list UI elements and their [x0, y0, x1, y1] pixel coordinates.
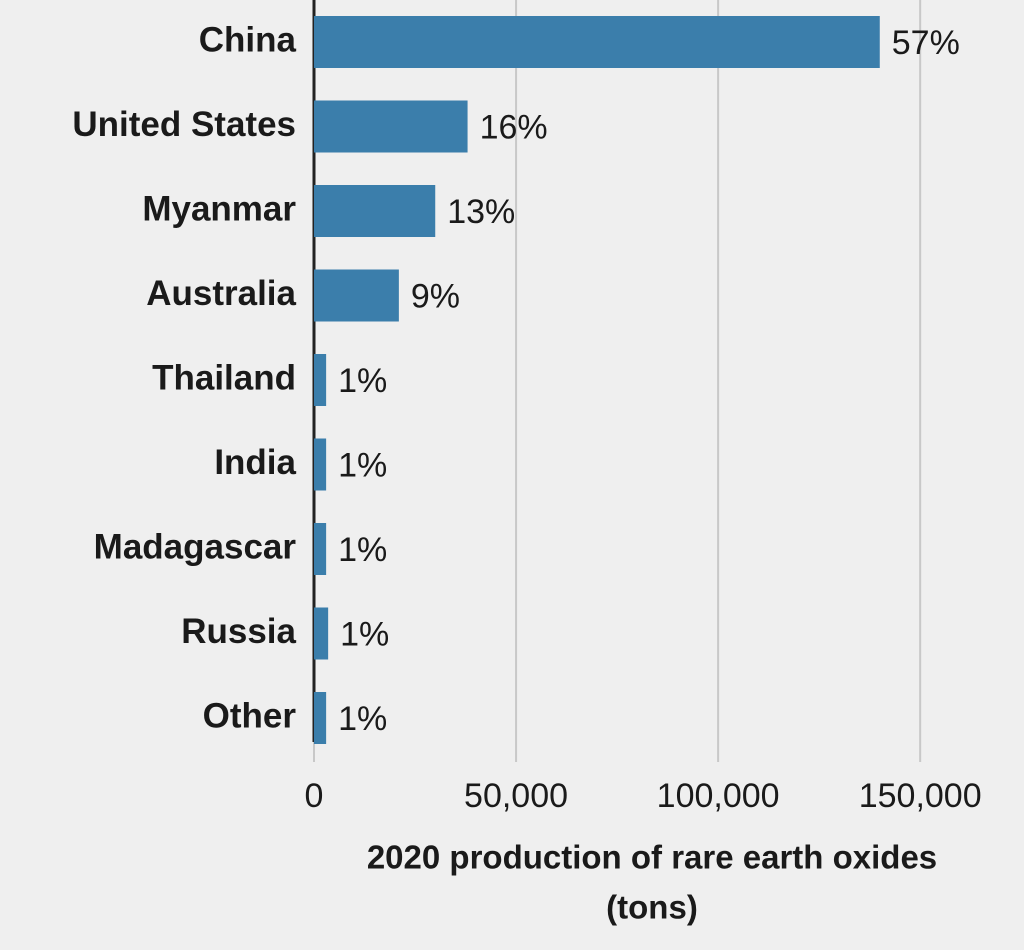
data-label: 1%	[338, 362, 387, 400]
y-tick-label: Thailand	[152, 358, 296, 397]
bar	[314, 185, 436, 237]
x-tick-label: 100,000	[657, 777, 780, 815]
data-label: 9%	[411, 277, 460, 315]
x-axis-label: (tons)	[606, 889, 698, 926]
y-tick-label: Myanmar	[142, 189, 296, 228]
bar	[314, 354, 327, 406]
x-axis-label: 2020 production of rare earth oxides	[367, 839, 937, 876]
x-tick-label: 150,000	[859, 777, 982, 815]
y-tick-label: Australia	[146, 274, 296, 313]
bar	[314, 523, 327, 575]
bar	[314, 100, 468, 153]
y-tick-label: Other	[203, 696, 297, 735]
x-tick-label: 0	[305, 777, 324, 815]
bar	[314, 16, 880, 68]
bar	[314, 438, 327, 491]
data-label: 57%	[892, 24, 960, 62]
y-tick-label: Russia	[181, 612, 296, 651]
y-tick-label: India	[214, 443, 296, 482]
bar	[314, 607, 329, 660]
y-tick-label: United States	[72, 105, 296, 144]
data-label: 1%	[340, 615, 389, 653]
data-label: 1%	[338, 700, 387, 738]
bar	[314, 269, 399, 322]
data-label: 1%	[338, 446, 387, 484]
x-tick-label: 50,000	[464, 777, 568, 815]
y-tick-label: Madagascar	[94, 527, 297, 566]
bar	[314, 692, 327, 744]
y-tick-label: China	[199, 20, 297, 59]
data-label: 16%	[480, 108, 548, 146]
data-label: 13%	[447, 193, 515, 231]
data-label: 1%	[338, 531, 387, 569]
